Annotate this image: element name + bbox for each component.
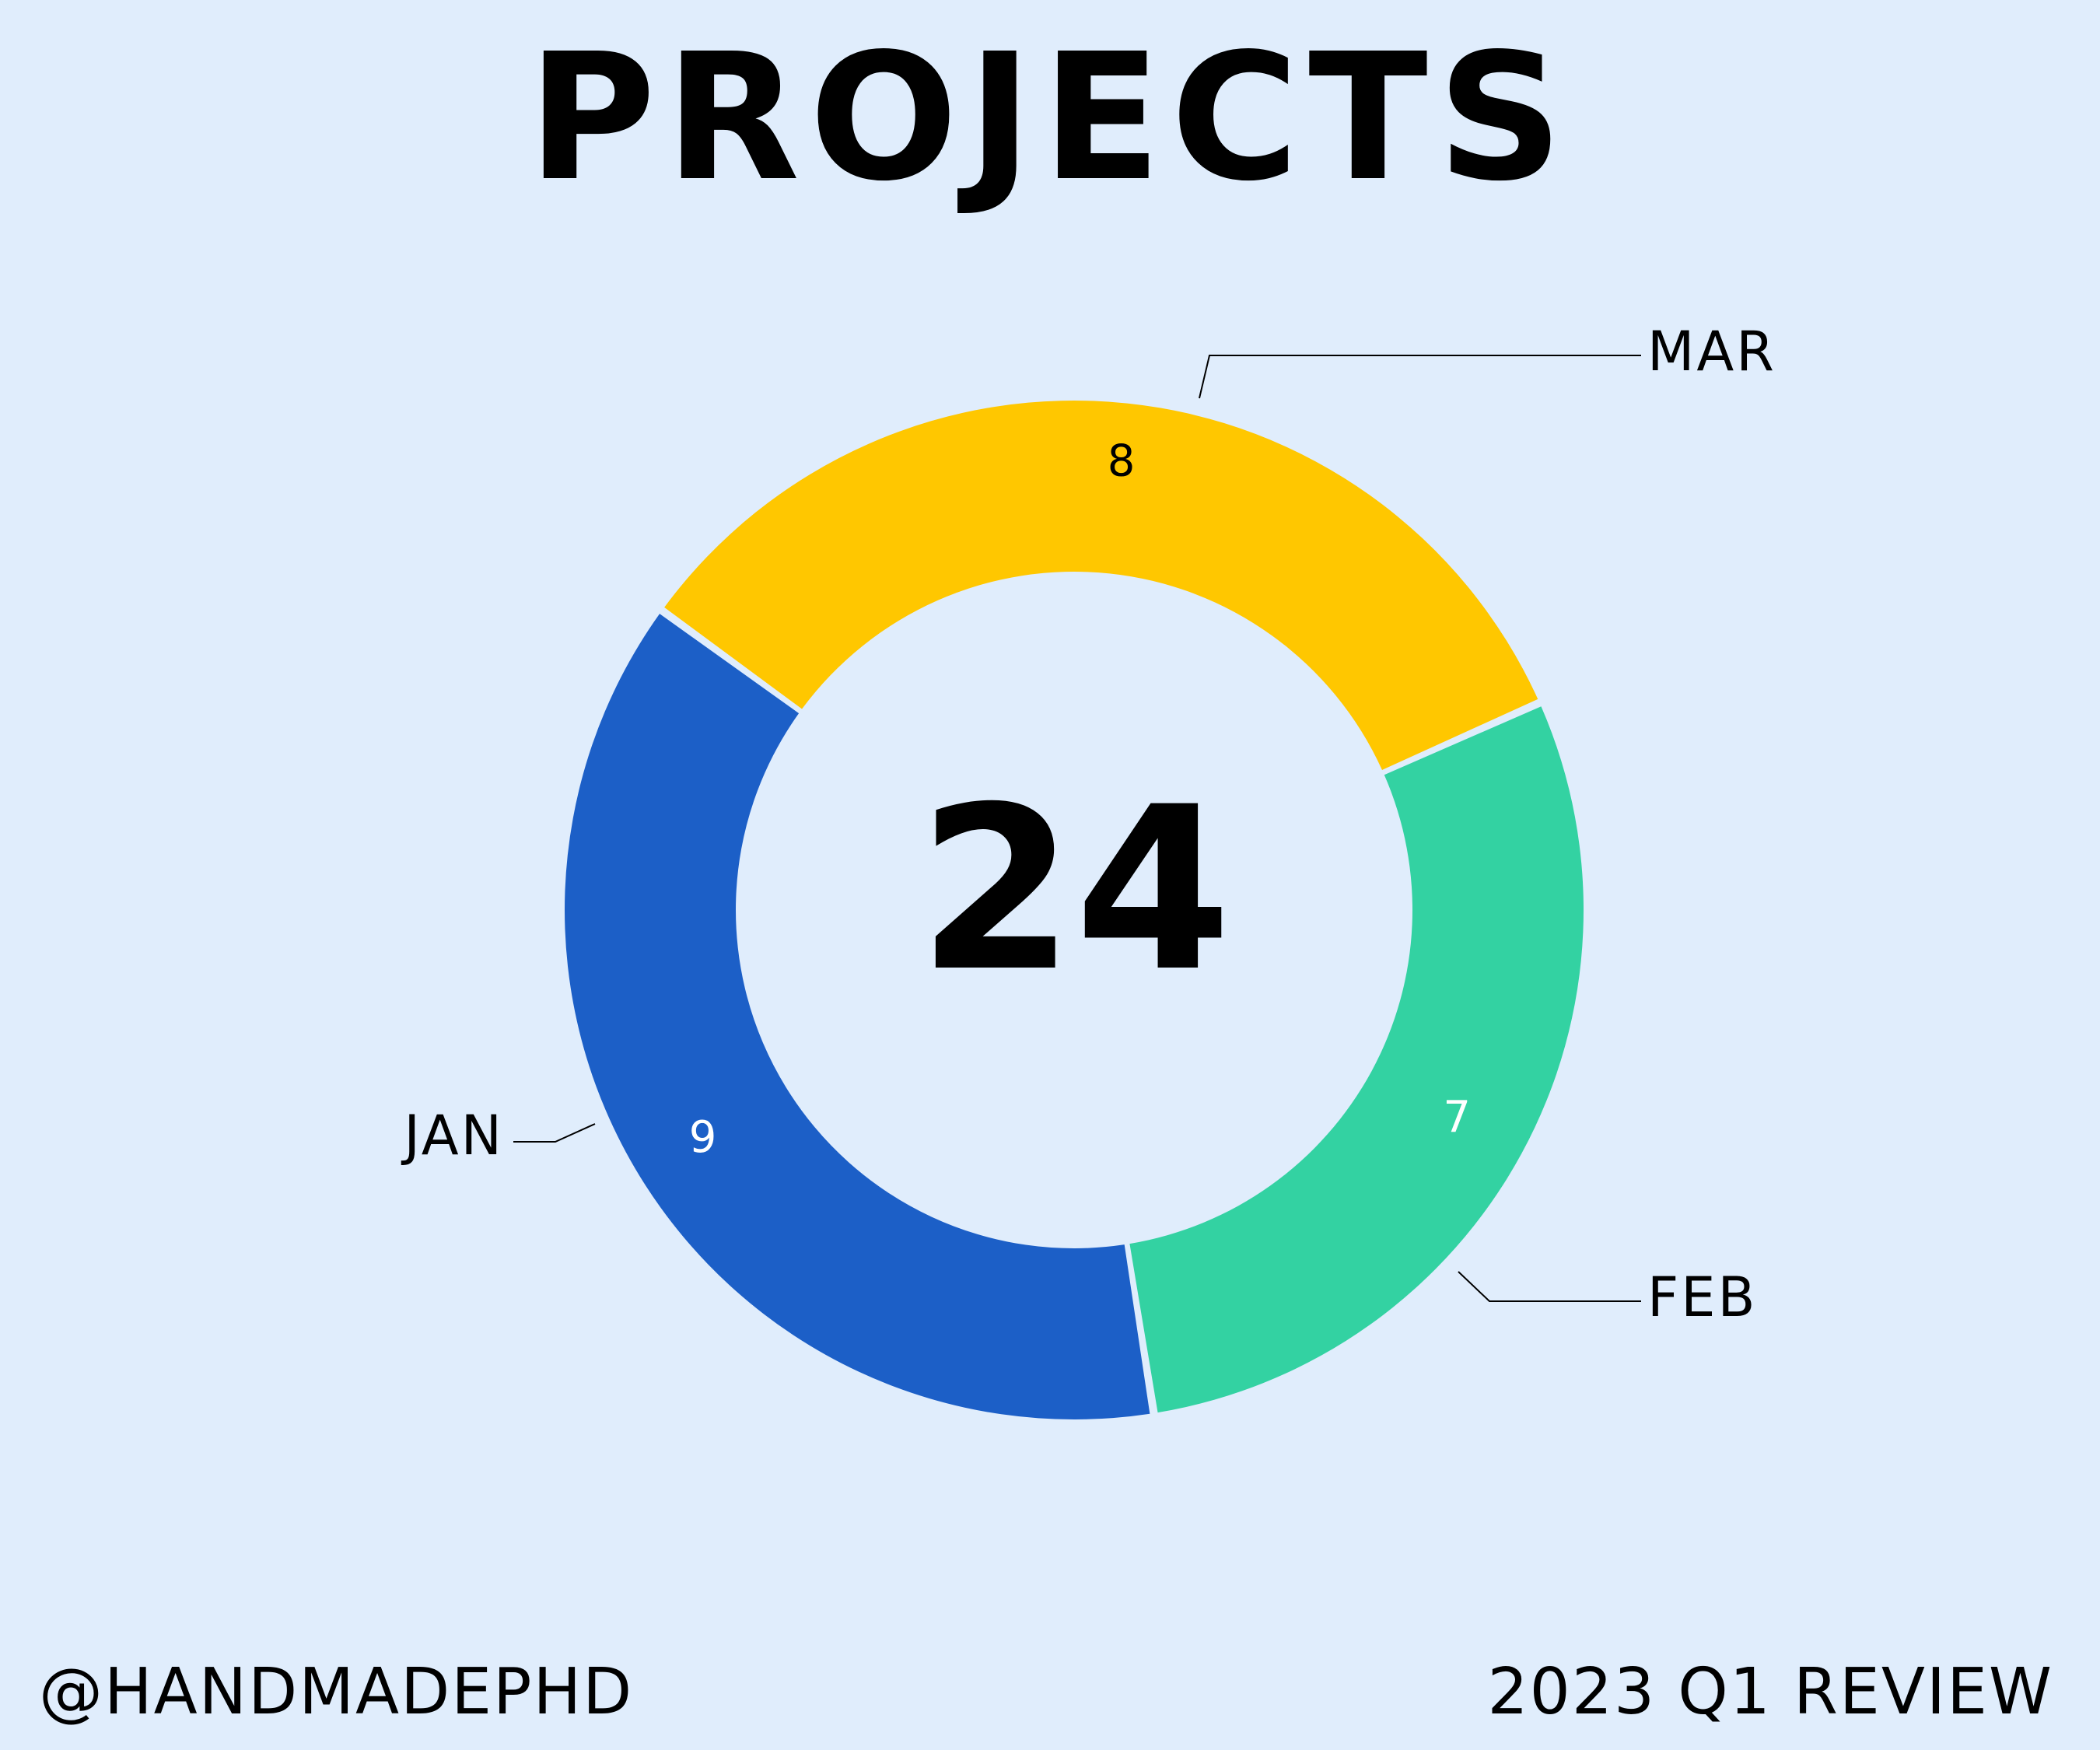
footer-period: 2023 Q1 REVIEW bbox=[1487, 1655, 2053, 1729]
slice-jan bbox=[664, 400, 1538, 770]
leader-line-jan bbox=[513, 1123, 596, 1143]
slice-mar bbox=[565, 614, 1150, 1420]
leader-lines bbox=[513, 355, 1641, 1302]
chart-title: PROJECTS bbox=[527, 16, 1573, 220]
slice-feb bbox=[1129, 706, 1584, 1413]
value-label-jan: 8 bbox=[1108, 436, 1136, 487]
category-label-mar: MAR bbox=[1647, 320, 1776, 383]
labels-layer: 8 JAN 7 FEB 9 MAR bbox=[401, 320, 1776, 1329]
value-label-mar: 9 bbox=[689, 1112, 717, 1163]
slices-layer bbox=[565, 400, 1584, 1420]
category-label-feb: FEB bbox=[1647, 1265, 1758, 1329]
value-label-feb: 7 bbox=[1443, 1093, 1471, 1143]
footer-handle: @HANDMADEPHD bbox=[39, 1655, 634, 1729]
center-total: 24 bbox=[918, 759, 1232, 1021]
leader-line-mar bbox=[1199, 355, 1641, 399]
category-label-jan: JAN bbox=[401, 1104, 504, 1167]
leader-line-feb bbox=[1458, 1271, 1641, 1302]
